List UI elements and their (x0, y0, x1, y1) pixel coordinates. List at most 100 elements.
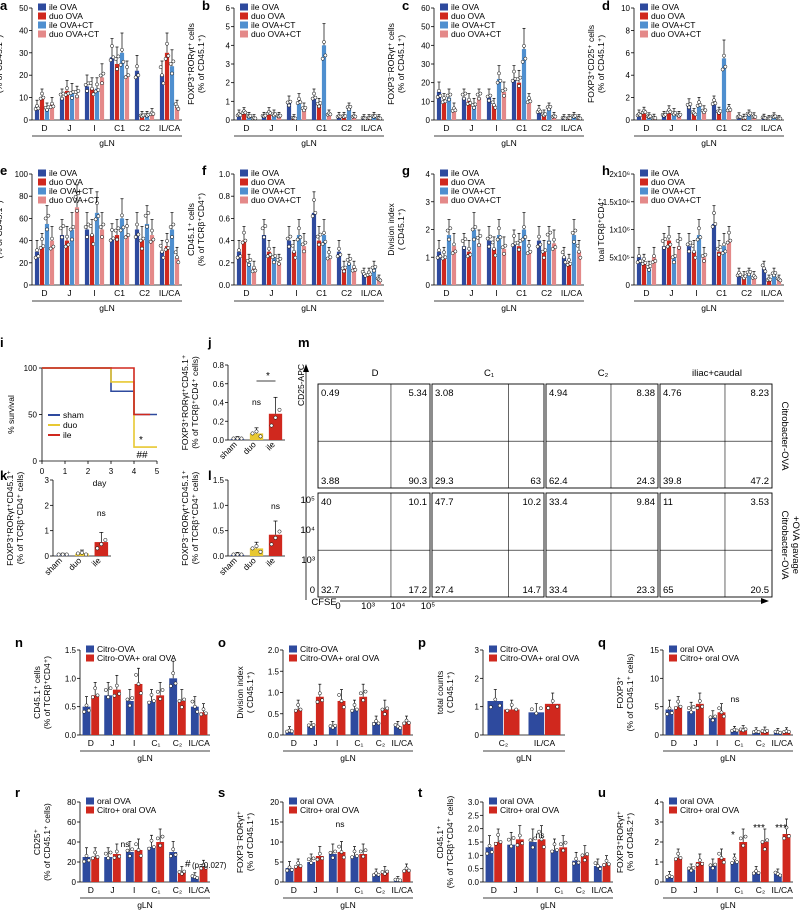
x-tick-label-d-3: I (695, 123, 697, 133)
legend-label-s-2: Citro+ oral OVA (300, 805, 359, 815)
bar-h-4-3 (701, 257, 707, 285)
data-point-e-4-2-1 (73, 194, 78, 199)
data-point-q-1-2-1 (686, 706, 691, 710)
legend-swatch-d-2 (640, 12, 648, 20)
x-tick-label-t-4: C₁ (554, 885, 563, 895)
data-point-f-3-1-2 (247, 262, 251, 267)
data-point-u-2-6-3 (787, 834, 791, 839)
x-tick-label-e-1: D (41, 288, 47, 298)
bar-r-2-6 (199, 867, 208, 882)
x-tick-label-i-1: 0 (40, 467, 45, 476)
data-point-r-1-4-3 (152, 845, 156, 849)
y-tick-label-r-2: 20 (67, 858, 76, 867)
data-point-h-1-2-1 (660, 239, 665, 243)
data-point-s-1-2-1 (306, 857, 311, 862)
data-point-r-1-2-3 (108, 850, 113, 855)
x-tick-label-h-5: C2 (741, 288, 752, 298)
legend-swatch-h-3 (640, 187, 648, 195)
bar-b-1-4 (311, 97, 317, 120)
data-point-g-1-2-3 (463, 237, 468, 242)
legend-swatch-c-4 (440, 30, 448, 38)
data-point-g-1-1-3 (438, 254, 443, 259)
x-tick-label-a-4: C1 (114, 123, 125, 133)
data-point-g-1-2-2 (462, 246, 466, 250)
data-point-h-3-4-1 (720, 251, 725, 255)
data-point-f-4-2-3 (278, 256, 283, 261)
significance-r-2: # (185, 859, 191, 870)
x-tick-label-r-4: C₁ (151, 885, 160, 895)
x-tick-label-e-6: IL/CA (159, 288, 181, 298)
data-point-b-3-4-1 (320, 56, 325, 61)
data-point-g-3-2-2 (472, 237, 476, 242)
data-point-h-2-4-2 (717, 252, 721, 257)
bar-n-2-2 (112, 689, 121, 735)
data-point-h-4-4-2 (727, 230, 731, 235)
y-tick-label-l-4: 1.5 (213, 476, 225, 485)
bar-t-1-6 (593, 866, 602, 882)
y-axis-label-u-1: FOXP3⁺RORγt⁺ (615, 810, 625, 873)
data-point-n-2-1-3 (95, 693, 100, 698)
data-point-r-1-6-3 (195, 876, 200, 880)
flow-column-label-3: C₂ (598, 368, 609, 379)
x-tick-label-q-6: IL/CA (772, 738, 794, 748)
data-point-q-2-1-3 (678, 704, 683, 709)
y-axis-label-s-2: (% of CD45.1⁺) (245, 813, 255, 872)
bar-a-1-3 (84, 86, 90, 120)
bar-p-2-2 (544, 703, 561, 735)
data-point-e-4-5-2 (150, 228, 154, 233)
bar-g-3-1 (446, 235, 452, 285)
data-point-n-2-3-2 (136, 682, 141, 686)
data-point-t-2-4-2 (561, 848, 566, 853)
data-point-a-2-2-2 (65, 86, 69, 91)
data-point-a-1-5-1 (133, 75, 138, 80)
data-point-r-1-1-1 (82, 859, 86, 864)
bar-a-1-5 (134, 70, 140, 120)
data-point-e-3-1-3 (46, 213, 51, 218)
y-tick-label-n-4: 1.5 (65, 646, 77, 655)
data-point-h-1-1-2 (637, 254, 641, 258)
bar-c-4-4 (526, 101, 532, 120)
data-point-f-2-3-1 (290, 243, 295, 248)
bar-h-4-6 (776, 279, 782, 285)
y-tick-label-u-3: 2 (655, 838, 660, 847)
data-point-h-4-6-3 (778, 278, 783, 283)
data-point-a-3-4-3 (121, 60, 126, 64)
data-point-g-2-6-3 (568, 261, 573, 266)
bar-q-2-3 (717, 712, 726, 735)
data-point-d-3-4-1 (720, 67, 725, 72)
legend-label-r-1: oral OVA (97, 796, 131, 806)
bar-h-4-5 (751, 276, 757, 285)
flow-y-tick-label-2: 10⁴ (300, 525, 315, 536)
bar-d-1-1 (636, 114, 642, 120)
bar-a-4-4 (124, 75, 130, 120)
x-tick-label-n-6: IL/CA (189, 738, 211, 748)
data-point-a-2-1-2 (40, 91, 44, 96)
bar-e-1-5 (134, 229, 140, 285)
data-point-f-4-3-2 (302, 249, 306, 254)
x-tick-label-q-2: J (693, 738, 697, 748)
x-tick-label-r-6: IL/CA (189, 885, 211, 895)
data-point-g-4-4-2 (527, 243, 531, 248)
bar-a-1-6 (159, 75, 165, 120)
data-point-h-4-4-3 (728, 238, 733, 243)
data-point-e-4-1-1 (48, 246, 53, 251)
x-tick-label-b-6: IL/CA (361, 123, 383, 133)
x-tick-label-o-4: C₁ (354, 738, 363, 748)
data-point-q-1-3-1 (708, 715, 713, 720)
data-point-n-2-5-1 (177, 699, 182, 703)
data-point-p-2-2-1 (546, 706, 551, 710)
panel-label-a: a (0, 0, 8, 13)
y-tick-label-e-4: 60 (19, 214, 28, 223)
x-tick-label-n-3: I (133, 738, 135, 748)
data-point-n-1-2-1 (103, 688, 108, 692)
data-point-n-1-6-3 (195, 709, 200, 714)
data-point-g-4-4-3 (528, 249, 533, 254)
bar-b-2-2 (266, 112, 272, 120)
bar-f-3-3 (296, 235, 302, 285)
data-point-g-2-6-2 (567, 257, 571, 262)
data-point-b-4-5-3 (353, 114, 358, 119)
data-point-q-1-2-3 (691, 705, 696, 709)
data-point-e-3-3-3 (96, 214, 101, 218)
group-label-f: gLN (301, 303, 317, 313)
